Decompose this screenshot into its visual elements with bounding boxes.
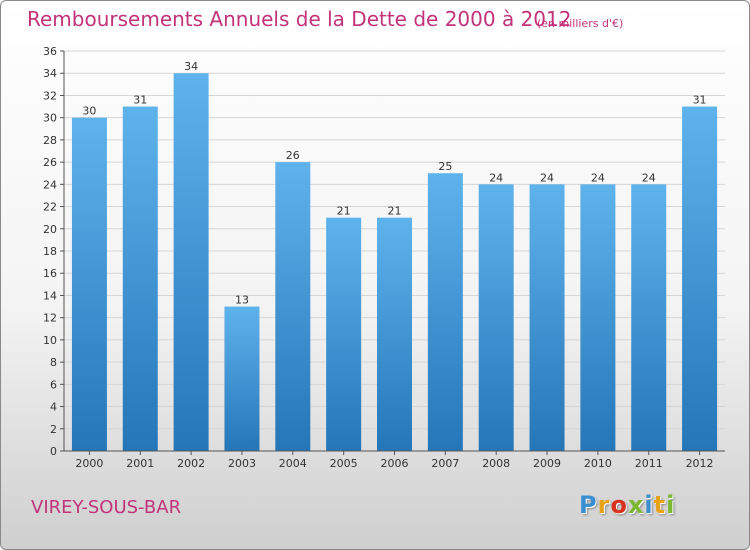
logo-letter: P (579, 491, 598, 519)
bar-value-label: 26 (286, 149, 300, 162)
y-tick-label: 4 (50, 401, 57, 414)
y-tick-label: 6 (50, 378, 57, 391)
chart-title: Remboursements Annuels de la Dette de 20… (27, 7, 572, 31)
y-tick-label: 22 (43, 201, 57, 214)
y-tick-label: 20 (43, 223, 57, 236)
y-tick-label: 2 (50, 423, 57, 436)
proxiti-logo: Proxiti (579, 491, 675, 519)
bar (631, 184, 667, 452)
bar-value-label: 24 (540, 171, 554, 184)
y-tick-label: 12 (43, 312, 57, 325)
bar-value-label: 31 (133, 94, 147, 107)
x-tick-label: 2011 (635, 457, 663, 470)
bar (173, 73, 209, 451)
bar-value-label: 30 (82, 105, 96, 118)
x-tick-label: 2008 (482, 457, 510, 470)
y-tick-label: 32 (43, 89, 57, 102)
x-tick-label: 2002 (177, 457, 205, 470)
logo-letter: t (653, 491, 667, 519)
y-tick-label: 24 (43, 178, 57, 191)
bars: 30 31 34 13 26 21 21 25 24 24 24 24 31 (71, 60, 718, 452)
bar (71, 117, 107, 452)
x-tick-label: 2006 (381, 457, 409, 470)
bar-value-label: 24 (591, 171, 605, 184)
y-tick-label: 10 (43, 334, 57, 347)
x-tick-label: 2000 (75, 457, 103, 470)
x-tick-label: 2001 (126, 457, 154, 470)
logo-letter: i (644, 491, 654, 519)
bar-value-label: 13 (235, 294, 249, 307)
y-tick-label: 30 (43, 112, 57, 125)
bar-value-label: 21 (337, 205, 351, 218)
y-tick-label: 34 (43, 67, 57, 80)
logo-letter: x (627, 491, 645, 519)
logo-letter: o (610, 491, 628, 519)
logo-letter: r (597, 491, 611, 519)
chart-unit-label: (en milliers d'€) (537, 17, 624, 30)
y-tick-label: 36 (43, 45, 57, 58)
bar (377, 217, 412, 451)
y-tick-label: 18 (43, 245, 57, 258)
bar (580, 184, 616, 452)
bar-value-label: 24 (489, 171, 503, 184)
bar (224, 306, 260, 451)
bar-value-label: 31 (693, 94, 707, 107)
y-tick-label: 26 (43, 156, 57, 169)
bar (122, 106, 158, 452)
bar (529, 184, 565, 452)
bar (275, 162, 311, 451)
x-tick-label: 2004 (279, 457, 307, 470)
bar (326, 217, 362, 451)
bar-value-label: 25 (438, 160, 452, 173)
y-tick-label: 14 (43, 289, 57, 302)
commune-name: VIREY-SOUS-BAR (31, 497, 182, 518)
bar (478, 184, 514, 452)
bar-value-label: 24 (642, 171, 656, 184)
y-tick-label: 0 (50, 445, 57, 458)
x-tick-label: 2005 (330, 457, 358, 470)
y-tick-label: 16 (43, 267, 57, 280)
x-tick-label: 2003 (228, 457, 256, 470)
x-tick-label: 2010 (584, 457, 612, 470)
bar-value-label: 34 (184, 60, 198, 73)
x-tick-label: 2007 (431, 457, 459, 470)
y-tick-label: 8 (50, 356, 57, 369)
bar (682, 106, 718, 452)
x-tick-label: 2012 (686, 457, 714, 470)
logo-letter: i (666, 491, 676, 519)
y-tick-label: 28 (43, 134, 57, 147)
x-tick-label: 2009 (533, 457, 561, 470)
bar-value-label: 21 (388, 205, 402, 218)
bar (427, 173, 463, 451)
